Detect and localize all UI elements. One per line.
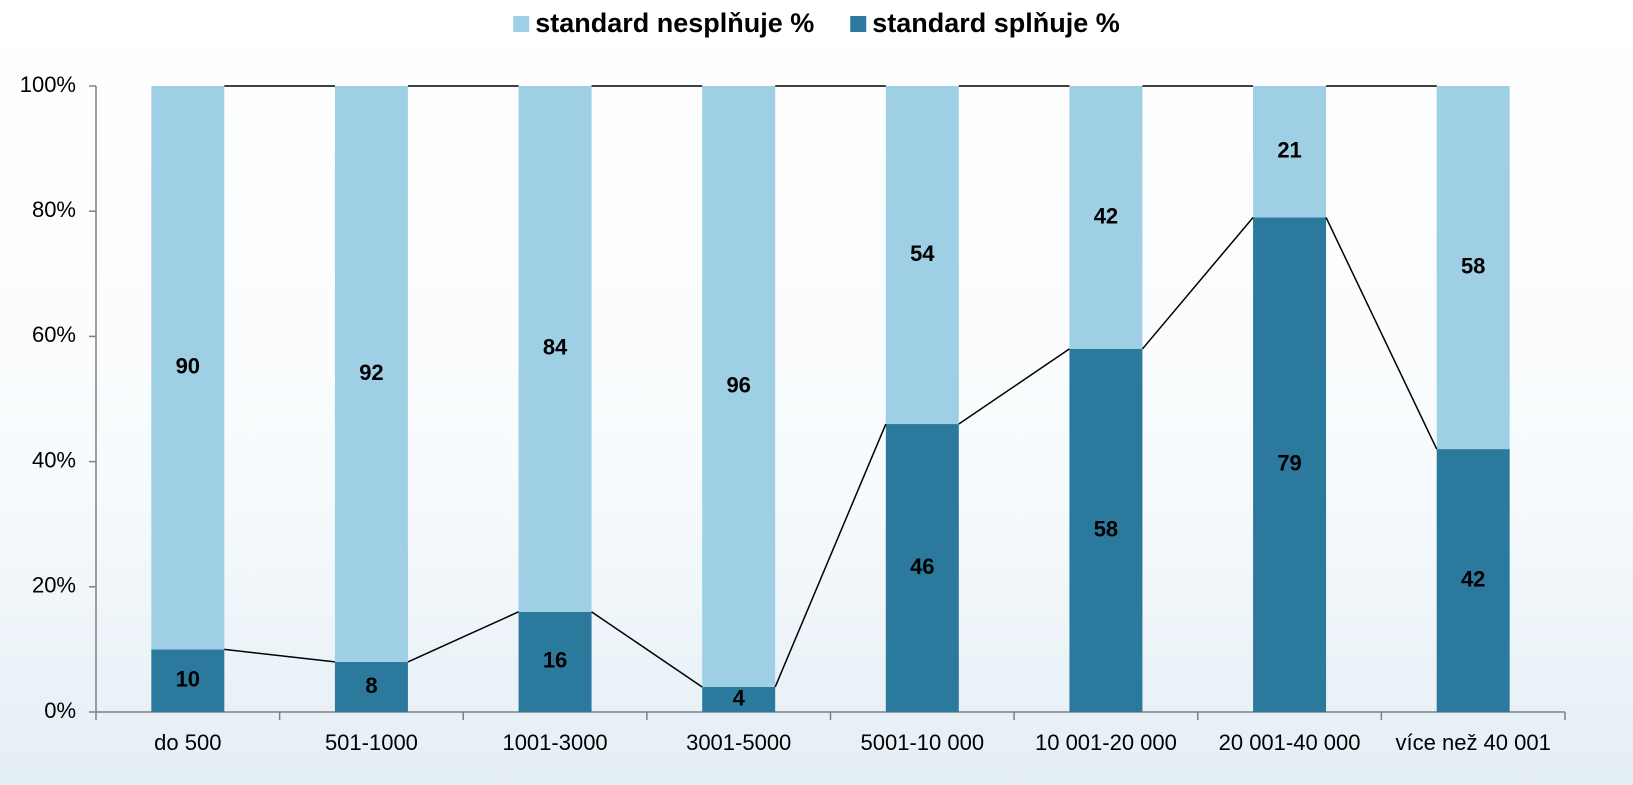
data-label: 58 [1461,253,1485,278]
x-tick-label: více než 40 001 [1396,730,1551,755]
legend-label: standard splňuje % [872,8,1120,38]
bar-segment [334,661,408,712]
bar-segment [702,686,776,712]
bar-segment [1436,86,1510,450]
legend-swatch [513,16,530,32]
data-label: 42 [1094,203,1118,228]
x-tick-label: do 500 [154,730,221,755]
y-tick-label: 100% [20,72,76,97]
series-line [1325,217,1438,450]
series-line [224,648,336,663]
series-line [958,348,1070,425]
series-line [1141,216,1254,350]
legend-label: standard nesplňuje % [535,8,814,38]
data-label: 42 [1461,566,1485,591]
bar-segment [1253,217,1327,712]
data-label: 4 [733,685,746,710]
bar-segment [518,611,592,712]
bar-segment [334,86,408,662]
bar-segment [518,86,592,612]
x-tick-label: 3001-5000 [686,730,791,755]
data-label: 84 [543,335,568,360]
series-line [774,423,887,688]
bar-segment [151,86,225,650]
data-label: 8 [365,673,377,698]
y-tick-label: 20% [32,573,76,598]
x-tick-label: 5001-10 000 [861,730,985,755]
x-tick-label: 1001-3000 [502,730,607,755]
bar-segment [702,86,776,687]
data-label: 54 [910,241,935,266]
bar-segment [1069,348,1143,712]
x-tick-label: 501-1000 [325,730,418,755]
series-line [591,611,703,688]
data-label: 58 [1094,516,1118,541]
bar-segment [1436,449,1510,712]
data-label: 16 [543,648,567,673]
data-label: 21 [1277,138,1301,163]
y-tick-label: 40% [32,447,76,472]
data-label: 92 [359,360,383,385]
bar-segment [1253,86,1327,218]
bar-segment [885,86,959,425]
x-tick-label: 10 001-20 000 [1035,730,1177,755]
data-label: 96 [726,372,750,397]
x-tick-label: 20 001-40 000 [1219,730,1361,755]
data-label: 10 [176,667,200,692]
y-tick-label: 0% [44,698,76,723]
legend-swatch [850,16,867,32]
data-label: 79 [1277,451,1301,476]
y-tick-label: 60% [32,322,76,347]
bar-segment [151,649,225,712]
bar-segment [1069,86,1143,349]
y-tick-label: 80% [32,197,76,222]
data-label: 46 [910,554,934,579]
data-label: 90 [176,354,200,379]
bar-segment [885,424,959,712]
series-line [407,611,519,663]
